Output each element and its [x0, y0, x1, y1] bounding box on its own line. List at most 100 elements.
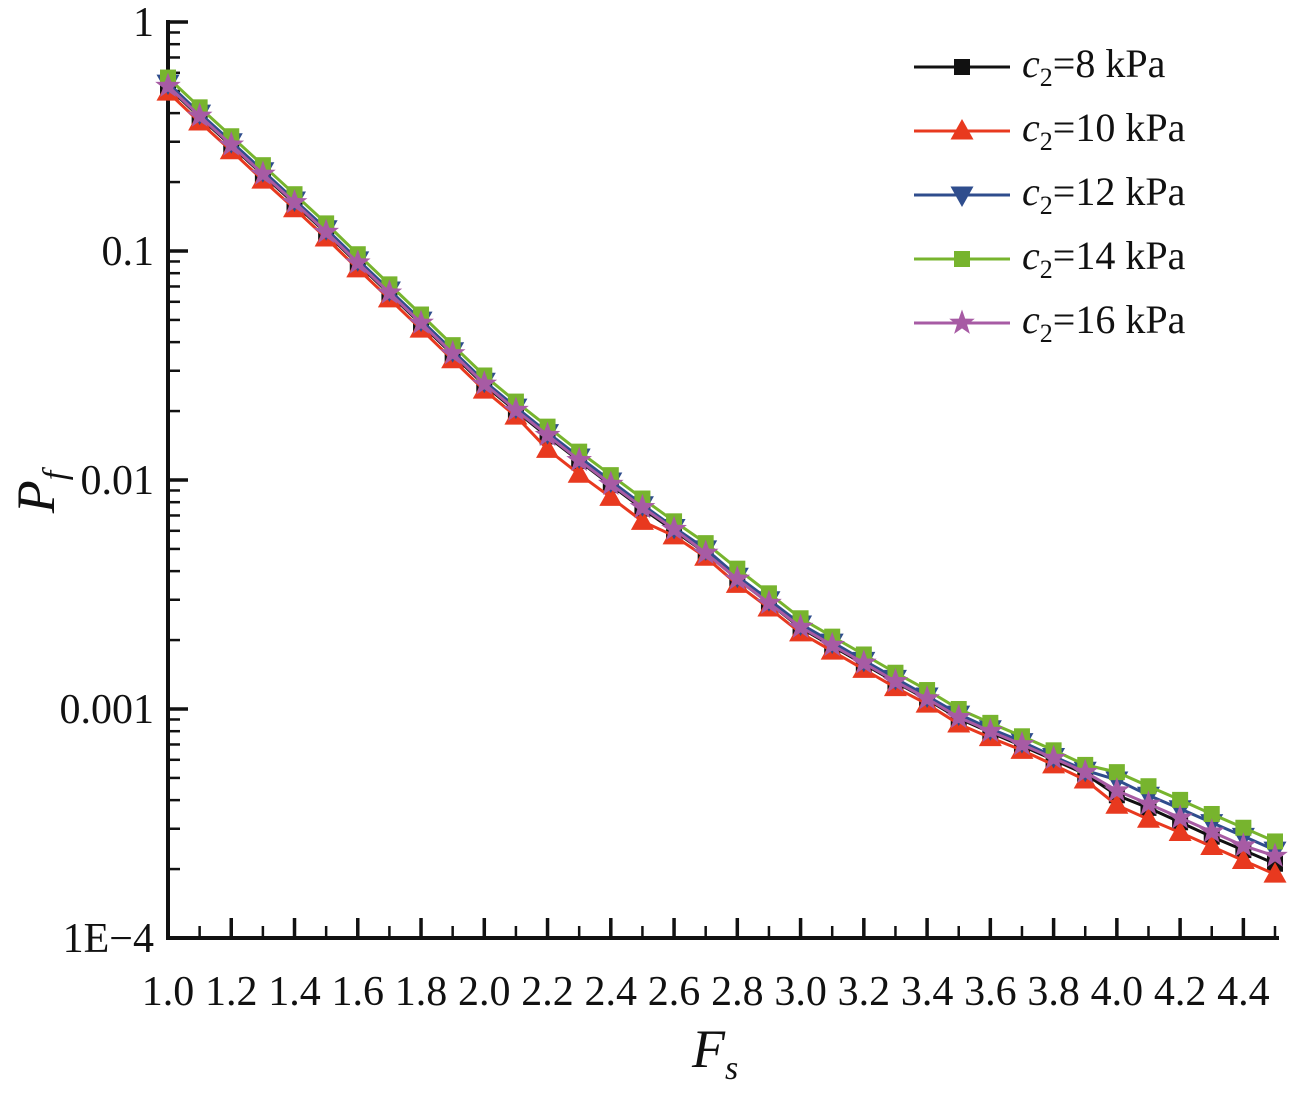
series-marker-c2-16 — [661, 515, 687, 541]
triangle-down-icon — [950, 186, 974, 207]
series-marker-c2-16 — [155, 72, 181, 97]
square-icon — [954, 59, 970, 75]
series-marker-c2-16 — [724, 565, 751, 590]
legend-item-c2-8: c2=8 kPa — [912, 35, 1185, 99]
y-tick-label: 0.001 — [60, 687, 155, 733]
legend-item-c2-14: c2=14 kPa — [912, 227, 1185, 291]
x-tick-label: 1.6 — [332, 969, 385, 1015]
series-marker-c2-10 — [1231, 848, 1255, 869]
series-marker-c2-16 — [313, 218, 339, 243]
series-marker-c2-14 — [1108, 764, 1125, 781]
legend-label-c2-16: c2=16 kPa — [1022, 296, 1186, 348]
series-marker-c2-16 — [566, 446, 592, 472]
x-tick-label: 3.0 — [774, 969, 827, 1015]
series-marker-c2-16 — [977, 717, 1004, 743]
legend: c2=8 kPa c2=10 kPa c2=12 kPa c2=14 kPa c2=16… — [912, 35, 1185, 355]
legend-label-c2-14: c2=14 kPa — [1022, 232, 1186, 284]
x-tick-label: 4.0 — [1091, 969, 1144, 1015]
series-marker-c2-16 — [503, 396, 529, 421]
series-marker-c2-14 — [1140, 778, 1157, 795]
x-tick-label: 1.2 — [205, 969, 258, 1015]
x-axis-title: Fs — [692, 1022, 738, 1086]
series-marker-c2-16 — [439, 339, 466, 365]
x-tick-label: 3.4 — [901, 969, 954, 1015]
series-marker-c2-10 — [1263, 862, 1287, 883]
x-tick-label: 1.4 — [268, 969, 321, 1015]
series-marker-c2-16 — [376, 279, 403, 304]
series-marker-c2-16 — [1009, 731, 1035, 756]
series-marker-c2-16 — [1262, 842, 1288, 867]
x-tick-label: 2.8 — [711, 969, 764, 1015]
series-marker-c2-14 — [1267, 833, 1283, 850]
x-tick-label: 2.4 — [585, 969, 638, 1015]
series-marker-c2-14 — [1235, 819, 1252, 836]
y-axis-title: Pf — [6, 417, 74, 567]
series-marker-c2-16 — [756, 589, 782, 614]
x-tick-label: 2.0 — [458, 969, 511, 1015]
legend-label-c2-12: c2=12 kPa — [1022, 168, 1186, 220]
x-tick-label: 3.6 — [964, 969, 1017, 1015]
star-icon — [949, 309, 975, 334]
series-marker-c2-14 — [1203, 805, 1220, 822]
series-marker-c2-10 — [1136, 807, 1160, 828]
legend-key-c2-14 — [914, 251, 1010, 267]
x-tick-label: 3.8 — [1027, 969, 1080, 1015]
series-marker-c2-16 — [692, 539, 719, 564]
series-marker-c2-16 — [819, 631, 845, 657]
triangle-up-icon — [950, 119, 974, 140]
legend-label-c2-8: c2=8 kPa — [1022, 40, 1166, 92]
legend-item-c2-10: c2=10 kPa — [912, 99, 1185, 163]
series-marker-c2-16 — [186, 102, 213, 127]
series-marker-c2-16 — [851, 649, 877, 674]
series-marker-c2-16 — [787, 613, 814, 638]
legend-item-c2-12: c2=12 kPa — [912, 163, 1185, 227]
series-marker-c2-16 — [281, 188, 308, 214]
y-tick-label: 0.01 — [81, 458, 155, 504]
x-tick-label: 1.8 — [395, 969, 448, 1015]
legend-key-c2-16 — [914, 309, 1010, 334]
x-axis-title-var: F — [692, 1019, 725, 1079]
series-marker-c2-10 — [1105, 793, 1129, 814]
y-tick-label: 1E−4 — [63, 916, 154, 962]
x-axis-title-sub: s — [725, 1050, 739, 1087]
series-marker-c2-16 — [1198, 818, 1225, 843]
series-marker-c2-16 — [218, 131, 245, 156]
legend-key-c2-12 — [914, 186, 1010, 207]
series-marker-c2-16 — [344, 249, 371, 274]
y-tick-label: 0.1 — [102, 229, 155, 275]
series-marker-c2-16 — [1135, 790, 1162, 815]
series-marker-c2-10 — [1200, 834, 1224, 855]
series-marker-c2-16 — [1040, 744, 1067, 770]
series-marker-c2-16 — [1072, 758, 1099, 784]
x-tick-label: 4.4 — [1217, 969, 1270, 1015]
x-tick-label: 2.2 — [521, 969, 574, 1015]
series-marker-c2-10 — [1168, 820, 1192, 841]
y-axis-title-sub: f — [37, 470, 74, 481]
series-marker-c2-10 — [567, 462, 591, 483]
series-marker-c2-16 — [945, 703, 972, 729]
series-marker-c2-16 — [250, 160, 276, 185]
x-tick-label: 3.2 — [838, 969, 891, 1015]
series-marker-c2-10 — [630, 509, 654, 530]
legend-key-c2-8 — [914, 59, 1010, 75]
series-marker-c2-16 — [534, 421, 561, 447]
x-tick-label: 2.6 — [648, 969, 701, 1015]
x-tick-label: 4.2 — [1154, 969, 1207, 1015]
legend-item-c2-16: c2=16 kPa — [912, 291, 1185, 355]
y-tick-label: 1 — [133, 0, 154, 46]
square-icon — [954, 251, 970, 267]
x-tick-label: 1.0 — [142, 969, 195, 1015]
series-marker-c2-14 — [1172, 791, 1189, 808]
series-marker-c2-16 — [882, 667, 909, 693]
legend-label-c2-10: c2=10 kPa — [1022, 104, 1186, 156]
legend-key-c2-10 — [914, 119, 1010, 140]
y-axis-title-var: P — [6, 480, 66, 514]
series-marker-c2-16 — [1167, 804, 1193, 829]
series-marker-c2-10 — [599, 485, 623, 506]
series-marker-c2-16 — [1230, 832, 1257, 857]
series-marker-c2-16 — [408, 309, 434, 334]
series-marker-c2-16 — [629, 493, 656, 519]
series-marker-c2-16 — [598, 470, 624, 495]
